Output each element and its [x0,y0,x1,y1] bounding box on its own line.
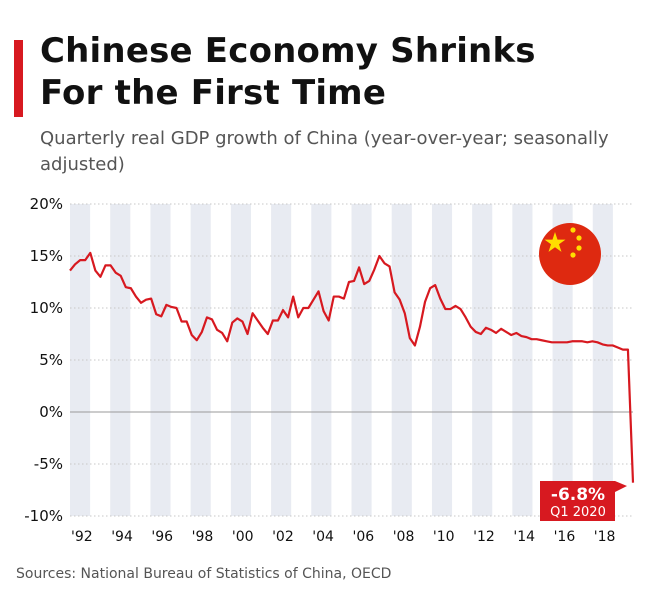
y-tick-label: 15% [30,247,63,265]
chart-subtitle: Quarterly real GDP growth of China (year… [40,128,609,175]
x-tick-label: '04 [312,529,334,545]
year-band [391,204,412,516]
x-tick-label: '08 [393,529,415,545]
x-tick-label: '10 [433,529,455,545]
x-tick-label: '02 [272,529,294,545]
flag-big-star [544,232,566,252]
y-axis-tick-labels: 20% 15% 10% 5% 0% -5% -10% [24,195,63,525]
gdp-growth-line [69,251,635,483]
chart-title-line-2: For the First Time [40,73,387,113]
year-band [431,204,453,516]
year-band [311,204,332,516]
callout-label: Q1 2020 [550,505,606,520]
x-tick-label: '96 [151,529,173,545]
x-tick-label: '14 [513,529,535,545]
x-tick-label: '16 [554,529,576,545]
flag-small-star-2 [576,235,582,241]
x-tick-label: '18 [594,529,616,545]
year-band [190,204,211,516]
source-note: Sources: National Bureau of Statistics o… [16,566,392,582]
x-tick-label: '92 [71,529,93,545]
chart-title: Chinese Economy Shrinks For the First Ti… [40,30,640,114]
year-band [110,204,131,516]
y-tick-label: -10% [24,507,63,525]
title-accent-bar [14,40,23,117]
y-tick-label: 0% [39,403,63,421]
y-tick-label: 20% [30,195,63,213]
flag-small-star-4 [570,252,576,258]
x-tick-label: '12 [473,529,495,545]
y-tick-label: -5% [34,455,63,473]
year-band [150,204,171,516]
x-tick-label: '06 [353,529,375,545]
x-tick-label: '94 [111,529,133,545]
latest-value-callout: -6.8% Q1 2020 [540,481,627,521]
callout-value: -6.8% [551,485,605,505]
chart-title-line-1: Chinese Economy Shrinks [40,31,536,71]
y-tick-label: 5% [39,351,63,369]
year-band [70,204,91,516]
year-band [271,204,292,516]
y-tick-label: 10% [30,299,63,317]
y-gridlines [70,203,633,517]
x-tick-label: '00 [232,529,254,545]
flag-small-star-3 [576,245,582,251]
china-flag-icon [539,223,601,285]
flag-small-star-1 [570,227,576,233]
x-axis-tick-labels: '92 '94 '96 '98 '00 '02 '04 '06 '08 '10 '12 '14 '16 '… [71,529,615,545]
year-band [230,204,251,516]
x-tick-label: '98 [192,529,214,545]
